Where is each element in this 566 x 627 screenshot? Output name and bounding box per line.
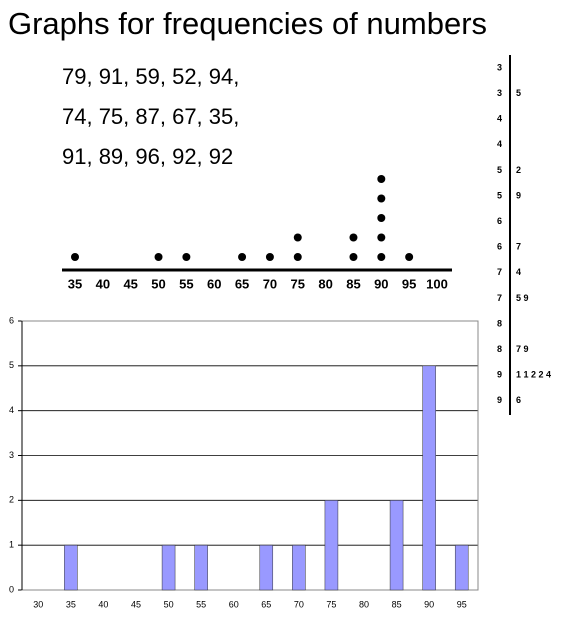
x-tick-label: 75	[291, 276, 305, 291]
leaf: 7 9	[516, 344, 529, 354]
x-tick-label: 75	[326, 599, 336, 609]
bar	[292, 544, 306, 591]
dot	[377, 175, 386, 183]
stem: 6	[497, 216, 502, 226]
stem: 5	[497, 190, 502, 200]
y-tick-label: 4	[9, 405, 14, 415]
stem: 9	[497, 395, 502, 405]
bar	[389, 500, 404, 591]
x-tick-label: 70	[294, 599, 304, 609]
y-tick-label: 3	[9, 450, 14, 460]
x-tick-label: 100	[426, 276, 448, 291]
x-tick-label: 80	[318, 276, 332, 291]
x-tick-label: 45	[131, 599, 141, 609]
dot	[349, 233, 358, 242]
x-tick-label: 95	[457, 599, 467, 609]
data-line: 74, 75, 87, 67, 35,	[62, 104, 239, 129]
x-tick-label: 55	[196, 599, 206, 609]
x-tick-label: 90	[424, 599, 434, 609]
stem: 7	[497, 267, 502, 277]
dot	[154, 253, 163, 261]
data-line: 79, 91, 59, 52, 94,	[62, 64, 239, 89]
stem: 5	[497, 165, 502, 175]
x-tick-label: 60	[207, 276, 221, 291]
x-tick-label: 85	[392, 599, 402, 609]
x-tick-label: 40	[98, 599, 108, 609]
x-tick-label: 85	[346, 276, 360, 291]
slide-title: Graphs for frequencies of numbers	[8, 6, 487, 41]
bar	[324, 500, 339, 591]
y-tick-label: 2	[9, 495, 14, 505]
bar	[161, 544, 176, 591]
leaf: 5 9	[516, 293, 529, 303]
bar	[422, 365, 436, 591]
x-tick-label: 40	[96, 276, 110, 291]
stem: 3	[497, 62, 502, 72]
x-tick-label: 50	[151, 276, 165, 291]
dot	[377, 194, 386, 203]
x-tick-label: 70	[263, 276, 277, 291]
y-tick-label: 1	[9, 540, 14, 550]
stem: 7	[497, 293, 502, 303]
leaf: 5	[516, 88, 521, 98]
bar	[259, 544, 274, 591]
y-tick-label: 6	[9, 315, 14, 325]
stem: 9	[497, 370, 502, 380]
y-tick-label: 5	[9, 360, 14, 370]
bar	[194, 544, 208, 591]
dot	[405, 253, 414, 261]
dot	[349, 253, 358, 261]
bar	[64, 544, 78, 591]
data-line: 91, 89, 96, 92, 92	[62, 144, 233, 169]
bar	[454, 544, 469, 591]
dot	[293, 253, 302, 261]
dot	[71, 253, 79, 261]
x-tick-label: 35	[66, 599, 76, 609]
leaf: 2	[516, 165, 521, 175]
x-tick-label: 50	[164, 599, 174, 609]
leaf: 6	[516, 395, 521, 405]
stem: 4	[497, 139, 502, 149]
dot	[377, 214, 386, 222]
x-tick-label: 65	[261, 599, 271, 609]
leaf: 4	[516, 267, 521, 277]
x-tick-label: 45	[123, 276, 137, 291]
leaf: 1 1 2 2 4	[516, 370, 551, 380]
dot	[238, 253, 247, 261]
stem: 4	[497, 114, 502, 124]
x-tick-label: 60	[229, 599, 239, 609]
stem: 8	[497, 318, 502, 328]
stem: 3	[497, 88, 502, 98]
dot	[377, 233, 386, 242]
stem: 8	[497, 344, 502, 354]
x-tick-label: 30	[33, 599, 43, 609]
dot	[293, 233, 302, 242]
dot	[377, 253, 386, 261]
x-tick-label: 80	[359, 599, 369, 609]
dot	[265, 253, 274, 261]
y-tick-label: 0	[9, 584, 14, 594]
x-tick-label: 35	[68, 276, 82, 291]
x-tick-label: 90	[374, 276, 388, 291]
leaf: 7	[516, 242, 521, 252]
stem: 6	[497, 242, 502, 252]
x-tick-label: 95	[402, 276, 416, 291]
x-tick-label: 55	[179, 276, 193, 291]
dot	[182, 253, 191, 261]
x-tick-label: 65	[235, 276, 249, 291]
leaf: 9	[516, 190, 521, 200]
